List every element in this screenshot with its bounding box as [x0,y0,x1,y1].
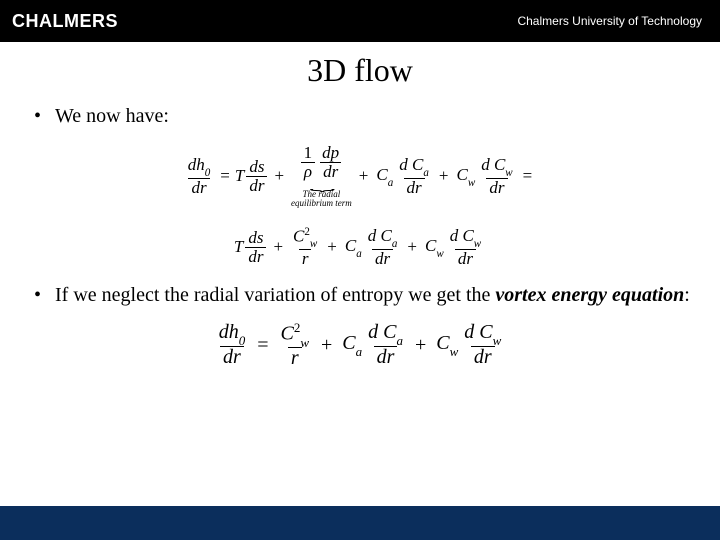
radial-equilibrium-term: 1ρ dpdr ⏟ The radialequilibrium term [291,144,352,209]
bullet-1-text: We now have: [55,103,169,130]
bullet-2-text: If we neglect the radial variation of en… [55,282,690,309]
chalmers-logo: CHALMERS [12,11,118,32]
equation-3-vortex-energy: dh0dr = C2wr + Ca d Cadr + Cw d Cwdr [30,321,690,369]
header-bar: CHALMERS Chalmers University of Technolo… [0,0,720,42]
bullet-dot: • [34,103,41,130]
equation-2: T dsdr + C2wr + Ca d Cadr + Cw d Cwdr [30,227,690,268]
bullet-1: • We now have: [30,103,690,130]
bullet-2: • If we neglect the radial variation of … [30,282,690,309]
footer-bar [0,506,720,540]
university-name: Chalmers University of Technology [517,14,702,28]
slide-body: • We now have: dh0dr = T dsdr + 1ρ dpdr … [0,103,720,369]
equation-1: dh0dr = T dsdr + 1ρ dpdr ⏟ The radialequ… [30,144,690,209]
slide-title: 3D flow [0,52,720,89]
bullet-dot: • [34,282,41,309]
